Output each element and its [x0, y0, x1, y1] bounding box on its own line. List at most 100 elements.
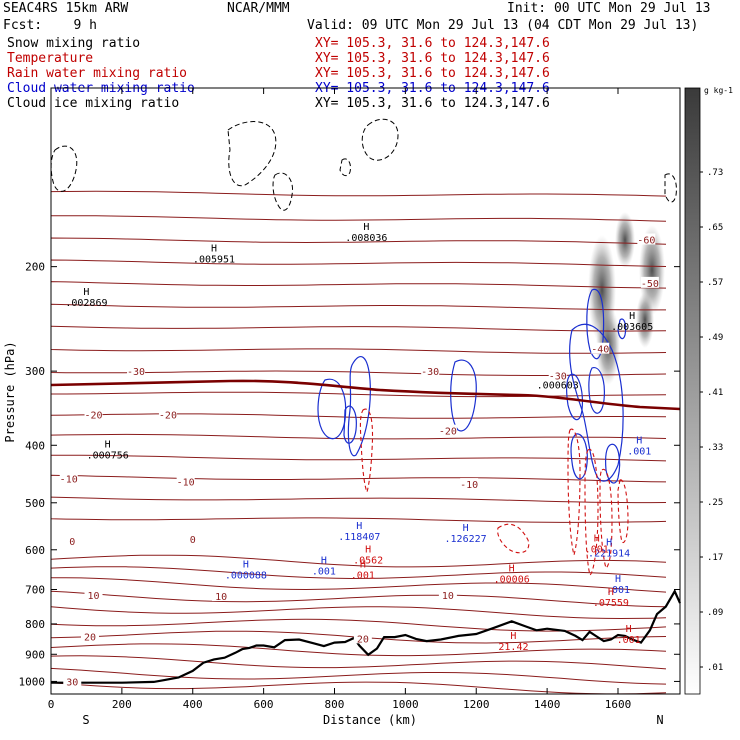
x-end-label-left: S: [82, 713, 89, 727]
cloud-water-contour: [566, 373, 583, 421]
max-value-label: .005951: [193, 254, 235, 265]
field-xy-cloud-ice: XY= 105.3, 31.6 to 124.3,147.6: [315, 96, 550, 111]
max-value-label: .118407: [338, 532, 380, 543]
field-label-rain: Rain water mixing ratio: [7, 66, 188, 81]
colorbar-tick-label: .25: [707, 498, 723, 508]
cloud-water-contours: [317, 288, 627, 484]
init-time: Init: 00 UTC Mon 29 Jul 13: [507, 1, 711, 16]
max-value-label: .000603: [537, 381, 579, 392]
isotherm-label-bg: [84, 588, 103, 600]
y-tick-label: 1000: [19, 675, 46, 688]
field-label-snow: Snow mixing ratio: [7, 36, 141, 51]
isotherm-label: -30: [127, 367, 145, 378]
max-value-label: .000756: [87, 451, 129, 462]
isotherm-label: 20: [357, 634, 369, 645]
snow-contour: [51, 145, 78, 192]
rain-contour: [497, 523, 530, 554]
isotherm-line: [51, 554, 667, 568]
isotherm-labels: -60 -50 -40 -30 -30 -30 -20 -20 -20 -10 -10 -10 0 0 10…: [60, 233, 659, 688]
max-marker-h: H: [360, 560, 366, 571]
isotherm-line: [51, 681, 667, 694]
x-tick-label: 600: [254, 698, 274, 711]
max-marker-h: H: [321, 556, 327, 567]
rain-contour: [359, 408, 374, 494]
isotherm-label: -30: [549, 371, 567, 382]
isotherm-line: [51, 496, 667, 504]
temperature-isotherms: [51, 190, 667, 694]
isotherm-line: [51, 643, 667, 657]
isotherm-line: [51, 433, 667, 440]
isotherm-label-bg: [63, 675, 82, 687]
max-marker-h: H: [365, 544, 371, 555]
y-tick-label: 200: [25, 261, 45, 274]
cloud-water-contour: [450, 359, 477, 432]
x-tick-label: 1000: [392, 698, 419, 711]
colorbar-tick-label: .09: [707, 608, 723, 618]
rain-water-contours: [359, 408, 629, 576]
max-value-label: .001: [351, 571, 375, 582]
isotherm-line: [51, 454, 667, 462]
isotherm-label: 10: [442, 591, 454, 602]
max-marker-h: H: [356, 521, 362, 532]
x-tick-label: 400: [183, 698, 203, 711]
max-value-label: .001: [585, 544, 609, 555]
snow-contour: [664, 173, 677, 203]
colorbar-gradient: [684, 87, 701, 695]
rain-contour: [617, 479, 629, 544]
cloud-water-contour: [570, 433, 588, 480]
plot-frame: [50, 87, 681, 695]
isotherm-label-bg: [460, 478, 479, 490]
isotherm-label-bg: [59, 472, 78, 484]
isotherm-label-bg: [438, 588, 457, 600]
isotherm-line: [51, 303, 666, 311]
isotherm-label: -50: [641, 279, 659, 290]
isotherm-label: -60: [637, 235, 655, 246]
valid-time: Valid: 09 UTC Mon 29 Jul 13 (04 CDT Mon …: [307, 18, 699, 33]
max-marker-h: H: [243, 560, 249, 571]
max-value-label: .002869: [65, 298, 107, 309]
max-value-label: 21.42: [498, 642, 528, 653]
y-tick-label: 400: [25, 439, 45, 452]
x-tick-label: 1200: [463, 698, 490, 711]
isotherm-line: [51, 348, 667, 354]
colorbar-tick-label: .65: [707, 223, 723, 233]
colorbar-tick-label: .49: [707, 333, 723, 343]
max-value-label: .000088: [225, 571, 267, 582]
cloud-water-contour: [343, 405, 357, 444]
colorbar-units: g kg-1: [704, 86, 733, 95]
x-tick-label: 0: [48, 698, 55, 711]
ice-core-east-lower: [636, 292, 654, 348]
isotherm-line: [51, 190, 667, 197]
cloud-water-contour: [586, 288, 605, 360]
isotherm-label-bg: [591, 342, 610, 354]
y-tick-label: 500: [25, 497, 45, 510]
y-tick-label: 900: [25, 648, 45, 661]
isotherm-line: [51, 606, 667, 620]
max-value-label: .00006: [494, 575, 530, 586]
snow-contour: [272, 172, 294, 211]
isotherm-label: -10: [460, 480, 478, 491]
isotherm-label: 0: [69, 537, 75, 548]
isotherm-label-bg: [212, 590, 231, 602]
isotherm-line: [51, 325, 667, 332]
max-value-label: .008036: [345, 233, 387, 244]
isotherm-line: [51, 391, 667, 398]
forecast-hour: Fcst: 9 h: [3, 18, 97, 33]
isotherm-label-bg: [421, 365, 440, 377]
max-value-label: .001: [617, 635, 641, 646]
axes: 0 200 400 600 800 1000 1200 1400 160020030040050…: [19, 88, 680, 711]
ice-core-upper: [615, 212, 635, 268]
rain-contour: [567, 428, 581, 558]
isotherm-label: -10: [60, 474, 78, 485]
isotherm-label-bg: [353, 632, 372, 644]
snow-contours: [51, 118, 677, 211]
field-label-temperature: Temperature: [7, 51, 94, 66]
isotherm-label-bg: [637, 233, 656, 245]
colorbar-tick-label: .17: [707, 553, 723, 563]
x-tick-label: 1400: [534, 698, 561, 711]
isotherm-line: [51, 618, 667, 632]
isotherm-label: 0: [190, 535, 196, 546]
y-tick-label: 700: [25, 584, 45, 597]
isotherm-line: [51, 517, 667, 523]
isotherm-line: [51, 259, 667, 267]
